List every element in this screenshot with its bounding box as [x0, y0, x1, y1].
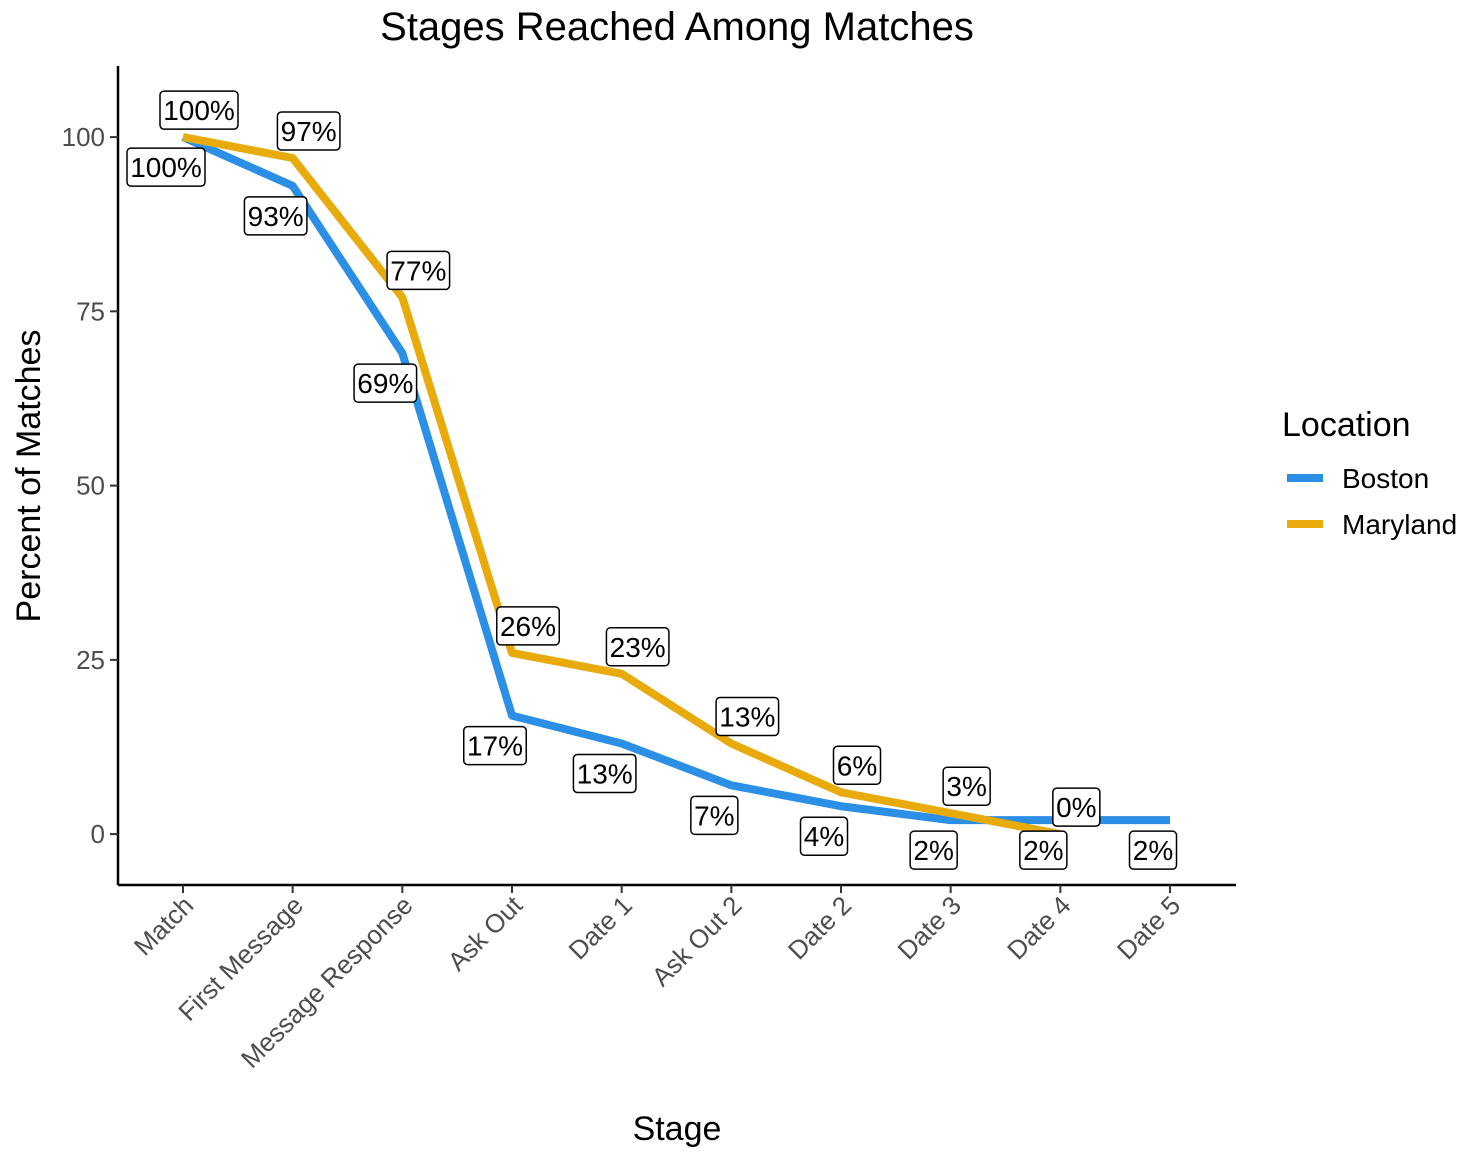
- x-tick-label: Date 5: [1111, 890, 1186, 965]
- data-label-text: 100%: [163, 95, 235, 126]
- data-label-box: [386, 250, 451, 291]
- data-label-box: [909, 830, 958, 870]
- data-label-box: [243, 196, 308, 236]
- chart-title: Stages Reached Among Matches: [380, 5, 974, 49]
- y-tick-label: 50: [76, 471, 105, 501]
- data-label-text: 7%: [694, 800, 734, 831]
- data-label: 77%: [386, 250, 451, 291]
- data-label-box: [159, 90, 239, 130]
- data-label-box: [1128, 830, 1178, 870]
- data-label-text: 4%: [804, 821, 844, 852]
- x-tick-label: Date 4: [1001, 890, 1076, 965]
- data-label: 17%: [463, 725, 527, 766]
- series-line-boston: [181, 133, 1170, 825]
- y-tick-label: 25: [76, 645, 105, 675]
- data-label-box: [496, 606, 560, 646]
- x-tick-label: Ask Out 2: [646, 890, 748, 992]
- data-label-text: 100%: [130, 152, 202, 183]
- data-label: 4%: [799, 816, 849, 856]
- data-label-box: [832, 745, 882, 786]
- legend: Location Boston Maryland: [1282, 406, 1457, 540]
- y-tick-label: 0: [91, 819, 105, 849]
- data-label-box: [690, 795, 739, 836]
- legend-label-boston: Boston: [1342, 463, 1429, 494]
- data-label-text: 23%: [610, 632, 666, 663]
- data-label-box: [126, 147, 206, 187]
- data-label: 69%: [353, 363, 418, 403]
- data-label-text: 69%: [357, 368, 413, 399]
- data-label: 2%: [1019, 830, 1068, 870]
- data-label-box: [1052, 787, 1101, 827]
- x-tick-label: Date 2: [782, 890, 857, 965]
- data-label: 100%: [126, 147, 206, 187]
- y-tick-label: 100: [62, 122, 105, 152]
- data-label-box: [572, 753, 637, 794]
- data-label-text: 97%: [281, 116, 337, 147]
- data-label-text: 17%: [467, 731, 523, 762]
- legend-label-maryland: Maryland: [1342, 509, 1457, 540]
- x-tick-label: Ask Out: [442, 889, 529, 976]
- data-label: 2%: [909, 830, 958, 870]
- series-line-maryland: [182, 133, 1062, 839]
- x-axis-label: Stage: [633, 1110, 722, 1148]
- data-label-text: 26%: [500, 611, 556, 642]
- x-tick-label: Date 1: [563, 890, 638, 965]
- data-label-box: [463, 725, 527, 766]
- data-label: 97%: [276, 111, 341, 151]
- data-label-text: 2%: [1133, 835, 1173, 866]
- data-label-text: 13%: [577, 759, 633, 790]
- data-label: 13%: [715, 696, 780, 737]
- data-label-text: 2%: [1023, 835, 1063, 866]
- data-label-box: [605, 627, 670, 667]
- data-label-box: [276, 111, 341, 151]
- data-label: 0%: [1052, 787, 1101, 827]
- data-label: 3%: [942, 766, 991, 806]
- data-label: 6%: [832, 745, 882, 786]
- data-label-box: [942, 766, 991, 806]
- data-label: 26%: [496, 606, 560, 646]
- data-label: 100%: [159, 90, 239, 130]
- data-label: 2%: [1128, 830, 1178, 870]
- data-label: 93%: [243, 196, 308, 236]
- data-label: 23%: [605, 627, 670, 667]
- data-label-text: 3%: [946, 771, 986, 802]
- data-label-text: 77%: [390, 255, 446, 286]
- data-label-text: 0%: [1056, 792, 1096, 823]
- data-label-box: [799, 816, 849, 856]
- y-axis-label: Percent of Matches: [10, 330, 48, 623]
- data-label-box: [353, 363, 418, 403]
- data-label-text: 6%: [837, 750, 877, 781]
- y-tick-label: 75: [76, 296, 105, 326]
- x-tick-label: Match: [128, 890, 199, 961]
- data-label-box: [715, 696, 780, 737]
- data-label-box: [1019, 830, 1068, 870]
- data-label: 13%: [572, 753, 637, 794]
- data-label-text: 13%: [719, 702, 775, 733]
- data-label-text: 2%: [913, 835, 953, 866]
- data-label: 7%: [690, 795, 739, 836]
- x-tick-label: Date 3: [892, 890, 967, 965]
- data-label-text: 93%: [248, 201, 304, 232]
- legend-title: Location: [1282, 406, 1411, 444]
